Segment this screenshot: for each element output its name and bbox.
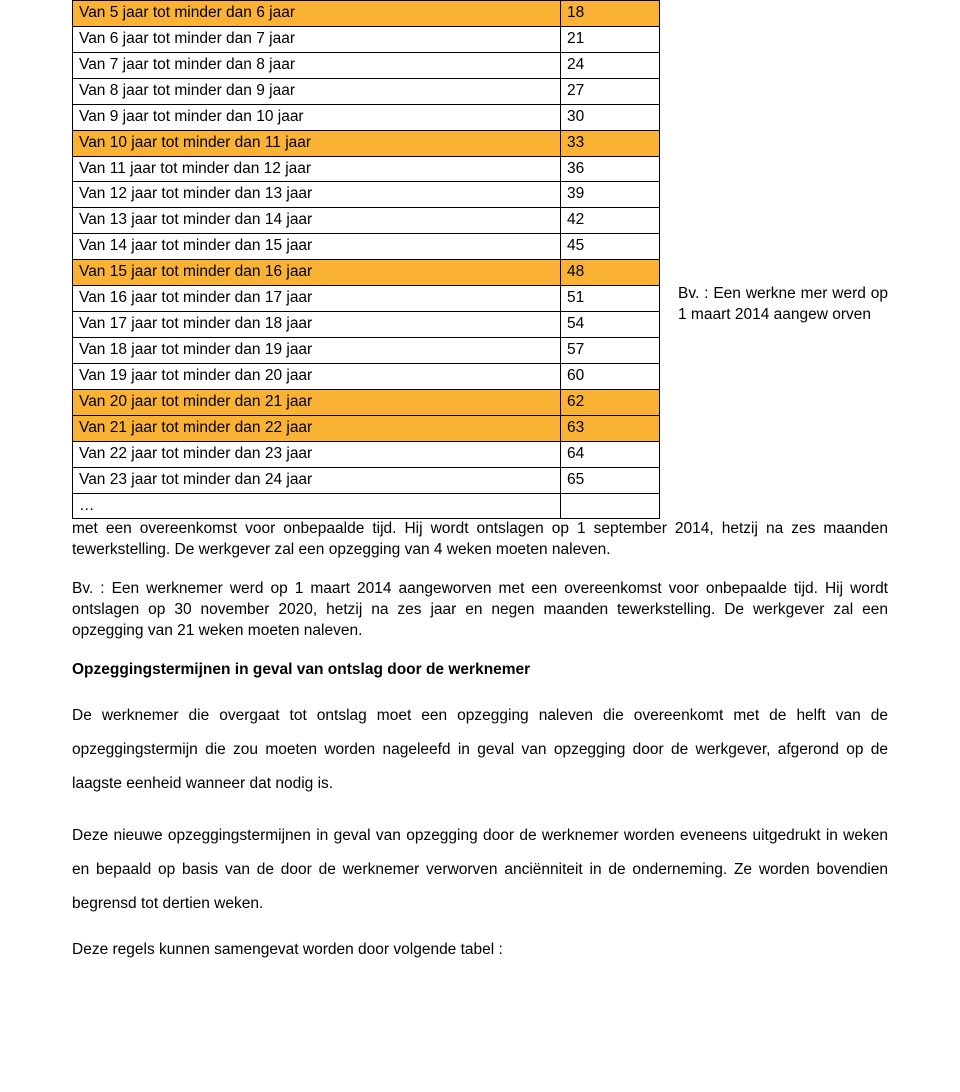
table-cell-value: 33 <box>561 131 659 156</box>
table-cell-value: 39 <box>561 182 659 207</box>
table-cell-label: Van 15 jaar tot minder dan 16 jaar <box>73 260 561 285</box>
paragraph-3: De werknemer die overgaat tot ontslag mo… <box>72 699 888 801</box>
section-heading: Opzeggingstermijnen in geval van ontslag… <box>72 660 888 681</box>
table-row: Van 21 jaar tot minder dan 22 jaar63 <box>73 416 659 442</box>
table-cell-label: Van 22 jaar tot minder dan 23 jaar <box>73 442 561 467</box>
table-cell-label: Van 11 jaar tot minder dan 12 jaar <box>73 157 561 182</box>
table-cell-label: Van 8 jaar tot minder dan 9 jaar <box>73 79 561 104</box>
table-cell-label: Van 9 jaar tot minder dan 10 jaar <box>73 105 561 130</box>
table-cell-value: 65 <box>561 468 659 493</box>
table-row: Van 12 jaar tot minder dan 13 jaar39 <box>73 182 659 208</box>
table-cell-label: Van 20 jaar tot minder dan 21 jaar <box>73 390 561 415</box>
table-row: Van 7 jaar tot minder dan 8 jaar24 <box>73 53 659 79</box>
table-row: Van 16 jaar tot minder dan 17 jaar51 <box>73 286 659 312</box>
table-row: Van 6 jaar tot minder dan 7 jaar21 <box>73 27 659 53</box>
table-cell-value: 63 <box>561 416 659 441</box>
paragraph-5: Deze regels kunnen samengevat worden doo… <box>72 940 888 961</box>
table-row: Van 8 jaar tot minder dan 9 jaar27 <box>73 79 659 105</box>
table-cell-value: 27 <box>561 79 659 104</box>
table-cell-label: Van 12 jaar tot minder dan 13 jaar <box>73 182 561 207</box>
table-cell-label: Van 23 jaar tot minder dan 24 jaar <box>73 468 561 493</box>
table-cell-value: 51 <box>561 286 659 311</box>
seniority-table: Van 5 jaar tot minder dan 6 jaar18Van 6 … <box>72 0 660 519</box>
table-row: Van 17 jaar tot minder dan 18 jaar54 <box>73 312 659 338</box>
table-cell-label: Van 6 jaar tot minder dan 7 jaar <box>73 27 561 52</box>
table-cell-value: 36 <box>561 157 659 182</box>
table-cell-value: 64 <box>561 442 659 467</box>
table-cell-label: Van 21 jaar tot minder dan 22 jaar <box>73 416 561 441</box>
table-cell-value: 21 <box>561 27 659 52</box>
table-cell-value: 42 <box>561 208 659 233</box>
table-row: Van 13 jaar tot minder dan 14 jaar42 <box>73 208 659 234</box>
table-row-ellipsis: … <box>73 494 659 520</box>
table-row: Van 5 jaar tot minder dan 6 jaar18 <box>73 1 659 27</box>
table-row: Van 22 jaar tot minder dan 23 jaar64 <box>73 442 659 468</box>
table-cell-value: 24 <box>561 53 659 78</box>
paragraph-after-table: met een overeenkomst voor onbepaalde tij… <box>72 519 888 561</box>
table-cell-label: Van 10 jaar tot minder dan 11 jaar <box>73 131 561 156</box>
table-cell-label: Van 17 jaar tot minder dan 18 jaar <box>73 312 561 337</box>
table-row: Van 23 jaar tot minder dan 24 jaar65 <box>73 468 659 494</box>
table-cell-label: Van 16 jaar tot minder dan 17 jaar <box>73 286 561 311</box>
table-row: Van 18 jaar tot minder dan 19 jaar57 <box>73 338 659 364</box>
table-cell-label: Van 13 jaar tot minder dan 14 jaar <box>73 208 561 233</box>
paragraph-example-2: Bv. : Een werknemer werd op 1 maart 2014… <box>72 579 888 642</box>
table-cell-value: 62 <box>561 390 659 415</box>
table-row: Van 15 jaar tot minder dan 16 jaar48 <box>73 260 659 286</box>
table-cell-value: 48 <box>561 260 659 285</box>
table-row: Van 19 jaar tot minder dan 20 jaar60 <box>73 364 659 390</box>
table-cell-label: Van 19 jaar tot minder dan 20 jaar <box>73 364 561 389</box>
table-row: Van 14 jaar tot minder dan 15 jaar45 <box>73 234 659 260</box>
table-cell-label: Van 7 jaar tot minder dan 8 jaar <box>73 53 561 78</box>
table-row: Van 9 jaar tot minder dan 10 jaar30 <box>73 105 659 131</box>
side-note: Bv. : Een werkne mer werd op 1 maart 201… <box>678 0 888 519</box>
table-cell-label: Van 5 jaar tot minder dan 6 jaar <box>73 1 561 26</box>
table-row: Van 11 jaar tot minder dan 12 jaar36 <box>73 157 659 183</box>
table-cell-value: 18 <box>561 1 659 26</box>
paragraph-4: Deze nieuwe opzeggingstermijnen in geval… <box>72 819 888 921</box>
table-row: Van 10 jaar tot minder dan 11 jaar33 <box>73 131 659 157</box>
table-cell-value: 54 <box>561 312 659 337</box>
table-cell-label: Van 18 jaar tot minder dan 19 jaar <box>73 338 561 363</box>
table-cell-value: 57 <box>561 338 659 363</box>
table-cell-value: 60 <box>561 364 659 389</box>
table-cell-value <box>561 494 659 519</box>
table-cell-label: Van 14 jaar tot minder dan 15 jaar <box>73 234 561 259</box>
table-row: Van 20 jaar tot minder dan 21 jaar62 <box>73 390 659 416</box>
table-cell-value: 30 <box>561 105 659 130</box>
table-cell-label: … <box>73 494 561 519</box>
table-cell-value: 45 <box>561 234 659 259</box>
